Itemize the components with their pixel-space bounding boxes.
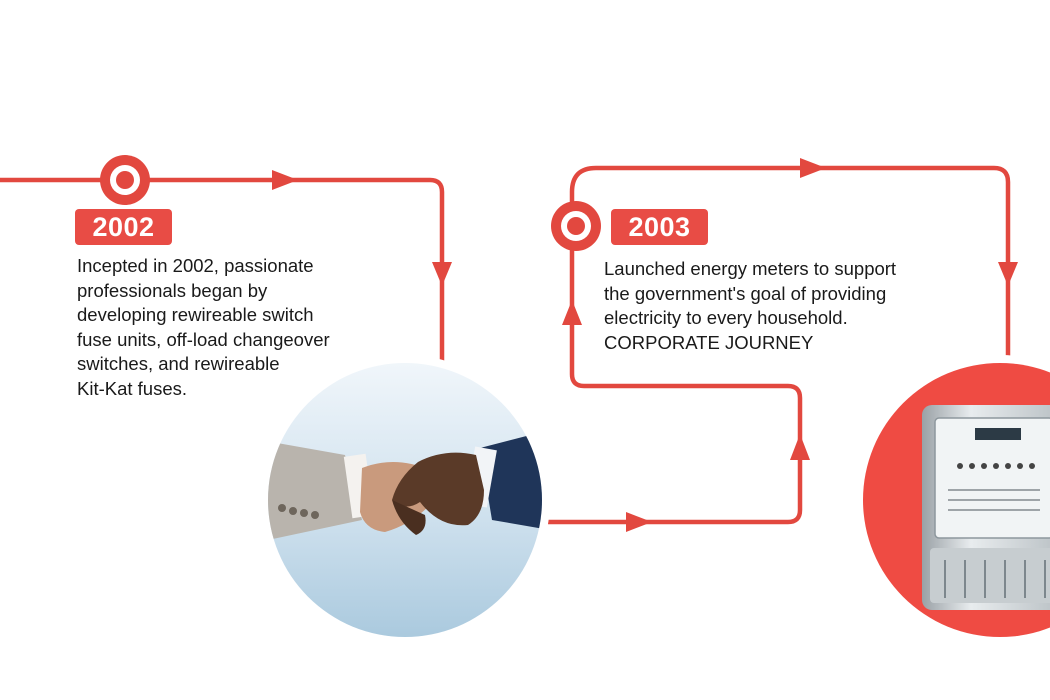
handshake-image bbox=[260, 355, 550, 645]
desc-line: switches, and rewireable bbox=[77, 353, 280, 374]
year-badge-2002: 2002 bbox=[75, 209, 172, 245]
desc-line: Launched energy meters to support bbox=[604, 258, 897, 279]
timeline-node-2003 bbox=[551, 201, 601, 251]
desc-line: CORPORATE JOURNEY bbox=[604, 331, 814, 353]
timeline-connector-2002 bbox=[0, 177, 445, 370]
desc-line: professionals began by bbox=[77, 279, 268, 301]
flow-arrows bbox=[272, 158, 1018, 532]
desc-line: the government's goal of providing bbox=[604, 282, 887, 304]
desc-line: fuse units, off-load changeover bbox=[77, 328, 330, 350]
timeline-node-2002 bbox=[100, 155, 150, 205]
timeline-connector-2003 bbox=[548, 165, 1011, 525]
milestone-description-2002: Incepted in 2002, passionate professiona… bbox=[77, 254, 330, 401]
milestone-description-2003: Launched energy meters to support the go… bbox=[604, 257, 896, 355]
year-badge-2003: 2003 bbox=[611, 209, 708, 245]
desc-line: Incepted in 2002, passionate bbox=[77, 255, 314, 276]
energy-meter-image bbox=[855, 355, 1050, 645]
desc-line: electricity to every household. bbox=[604, 307, 848, 328]
desc-line: developing rewireable switch bbox=[77, 304, 314, 325]
desc-line: Kit-Kat fuses. bbox=[77, 377, 188, 399]
